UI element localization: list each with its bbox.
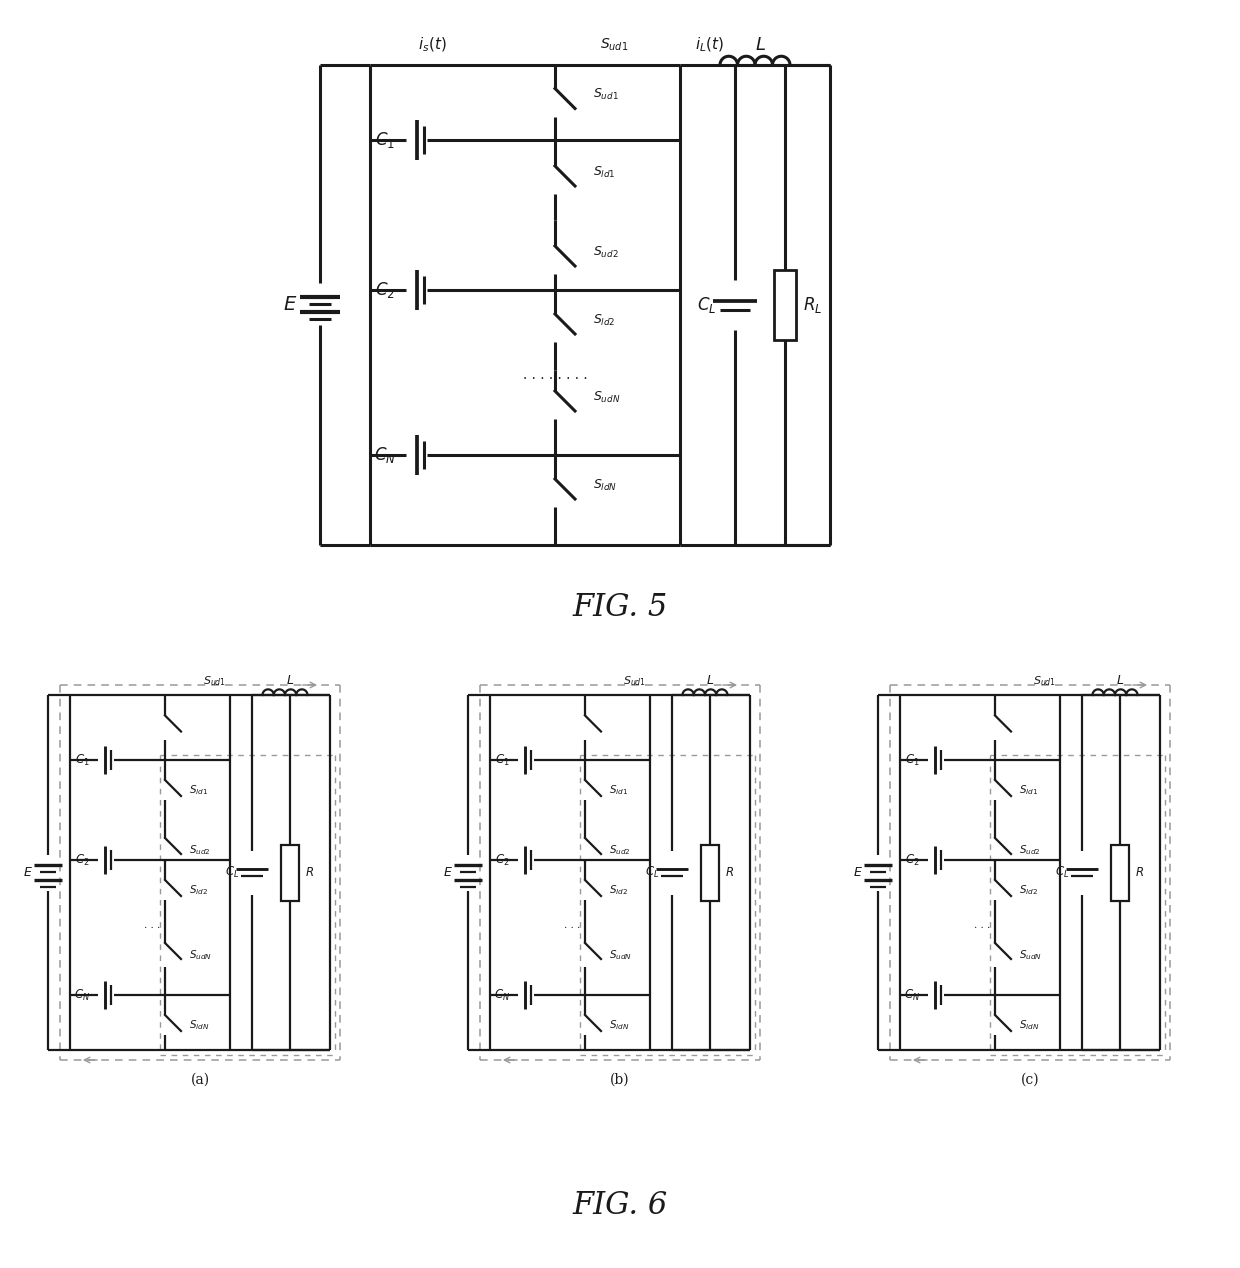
Text: $L$: $L$ [286, 675, 294, 687]
Text: FIG. 5: FIG. 5 [573, 592, 667, 624]
Text: (a): (a) [191, 1073, 210, 1087]
Text: $S_{ldN}$: $S_{ldN}$ [609, 1018, 630, 1032]
Text: $S_{ld2}$: $S_{ld2}$ [1019, 883, 1038, 896]
Text: $S_{ld2}$: $S_{ld2}$ [609, 883, 627, 896]
Text: $S_{ld1}$: $S_{ld1}$ [609, 784, 629, 796]
Text: $C_N$: $C_N$ [374, 445, 396, 465]
Text: $E$: $E$ [853, 866, 863, 879]
Text: $C_1$: $C_1$ [374, 131, 396, 150]
Text: $S_{ldN}$: $S_{ldN}$ [188, 1018, 210, 1032]
Text: $S_{udN}$: $S_{udN}$ [593, 389, 620, 404]
Text: $S_{ud1}$: $S_{ud1}$ [624, 675, 646, 689]
Text: $E$: $E$ [24, 866, 33, 879]
Text: $R_L$: $R_L$ [804, 295, 822, 314]
Text: . . . .: . . . . [144, 921, 166, 929]
Text: $C_2$: $C_2$ [495, 852, 510, 867]
Text: . . . .: . . . . [973, 921, 997, 929]
Text: . . . . . . . .: . . . . . . . . [523, 368, 588, 382]
Text: $E$: $E$ [283, 295, 298, 314]
Text: $S_{ld2}$: $S_{ld2}$ [593, 312, 615, 327]
Text: $L$: $L$ [706, 675, 714, 687]
Text: $C_1$: $C_1$ [495, 752, 510, 767]
Text: $S_{ud1}$: $S_{ud1}$ [593, 87, 619, 101]
Text: $E$: $E$ [443, 866, 453, 879]
Text: $S_{ldN}$: $S_{ldN}$ [593, 478, 618, 492]
Text: $S_{ud1}$: $S_{ud1}$ [203, 675, 227, 689]
Text: $S_{ldN}$: $S_{ldN}$ [1019, 1018, 1039, 1032]
Text: $S_{ld1}$: $S_{ld1}$ [188, 784, 208, 796]
Text: $C_1$: $C_1$ [905, 752, 919, 767]
Text: $C_1$: $C_1$ [74, 752, 89, 767]
Text: $S_{ud1}$: $S_{ud1}$ [1033, 675, 1056, 689]
Bar [1111, 844, 1128, 900]
Bar [281, 844, 299, 900]
Text: $S_{ld1}$: $S_{ld1}$ [1019, 784, 1038, 796]
Text: $C_2$: $C_2$ [374, 280, 394, 301]
Text: FIG. 6: FIG. 6 [573, 1189, 667, 1221]
Text: $C_L$: $C_L$ [224, 865, 239, 880]
Text: $i_s(t)$: $i_s(t)$ [418, 36, 446, 55]
Text: . . . .: . . . . [564, 921, 587, 929]
Text: $S_{ud1}$: $S_{ud1}$ [600, 37, 629, 53]
Text: $C_L$: $C_L$ [697, 295, 717, 314]
Text: $L$: $L$ [754, 36, 765, 55]
Bar [774, 270, 796, 340]
Text: $R$: $R$ [305, 866, 315, 879]
Text: $C_2$: $C_2$ [905, 852, 919, 867]
Text: $C_L$: $C_L$ [645, 865, 660, 880]
Text: $C_N$: $C_N$ [904, 988, 920, 1003]
Text: $S_{ld1}$: $S_{ld1}$ [593, 165, 615, 180]
Text: $S_{udN}$: $S_{udN}$ [1019, 948, 1042, 962]
Text: $C_2$: $C_2$ [74, 852, 89, 867]
Text: $S_{ud2}$: $S_{ud2}$ [609, 843, 631, 857]
Text: $C_L$: $C_L$ [1055, 865, 1069, 880]
Text: $C_N$: $C_N$ [494, 988, 510, 1003]
Bar [701, 844, 719, 900]
Text: (b): (b) [610, 1073, 630, 1087]
Text: $S_{udN}$: $S_{udN}$ [609, 948, 632, 962]
Text: $S_{ud2}$: $S_{ud2}$ [593, 245, 619, 260]
Text: $C_N$: $C_N$ [74, 988, 91, 1003]
Text: $L$: $L$ [1116, 675, 1125, 687]
Text: $S_{ud2}$: $S_{ud2}$ [188, 843, 211, 857]
Text: $S_{ld2}$: $S_{ld2}$ [188, 883, 208, 896]
Text: $S_{ud2}$: $S_{ud2}$ [1019, 843, 1040, 857]
Text: $S_{udN}$: $S_{udN}$ [188, 948, 212, 962]
Text: $i_L(t)$: $i_L(t)$ [696, 36, 724, 55]
Text: $R$: $R$ [725, 866, 734, 879]
Text: $R$: $R$ [1136, 866, 1145, 879]
Text: (c): (c) [1021, 1073, 1039, 1087]
